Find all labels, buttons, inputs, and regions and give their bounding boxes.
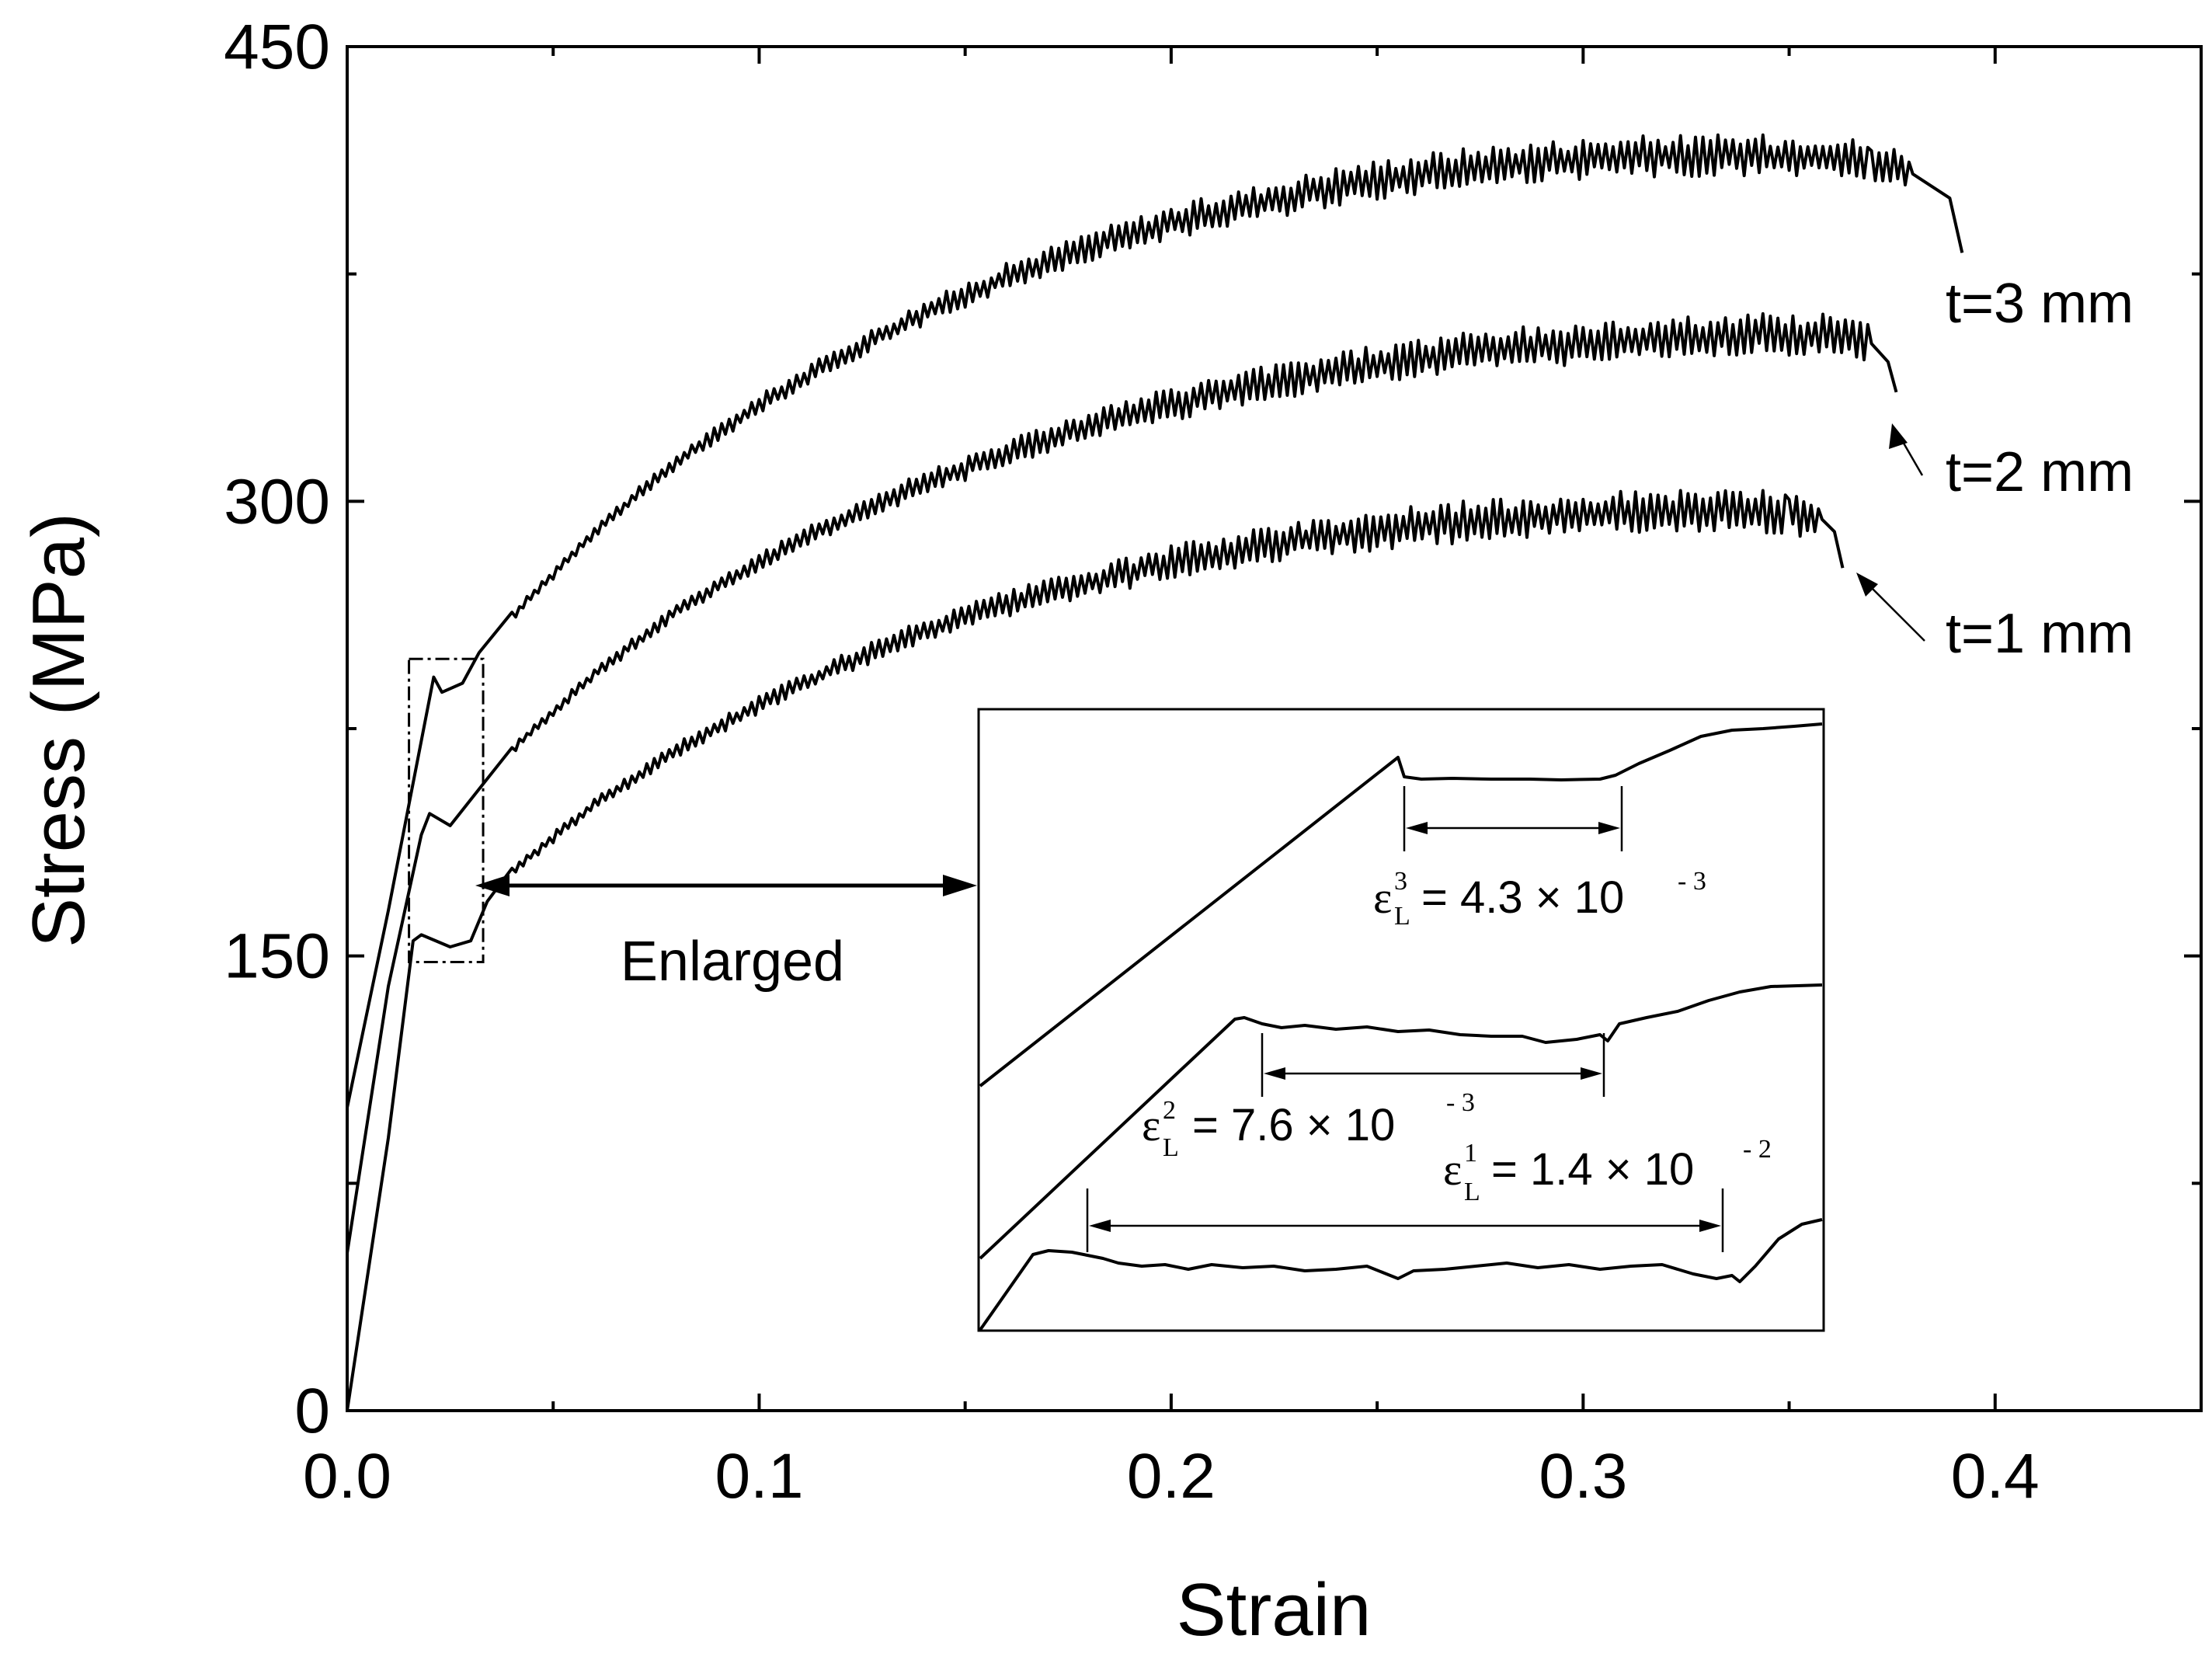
x-axis-title: Strain <box>1177 1568 1372 1651</box>
y-axis-title: Stress (MPa) <box>17 513 100 948</box>
svg-text:1: 1 <box>1464 1139 1477 1168</box>
svg-text:L: L <box>1464 1178 1480 1206</box>
curve-t2 <box>346 311 1898 1254</box>
svg-text:- 2: - 2 <box>1743 1135 1772 1164</box>
arrow-t1 <box>1856 572 1925 642</box>
enlarged-arrow <box>475 875 977 896</box>
svg-text:= 1.4 × 10: = 1.4 × 10 <box>1491 1144 1694 1195</box>
x-tick-label: 0.4 <box>1951 1441 2040 1512</box>
eps2-label: ε 2 L = 7.6 × 10 - 3 <box>1142 1088 1475 1162</box>
svg-text:- 3: - 3 <box>1678 867 1706 896</box>
enlarged-label: Enlarged <box>621 931 844 993</box>
y-tick-label: 450 <box>224 12 330 82</box>
eps3-label: ε 3 L = 4.3 × 10 - 3 <box>1373 867 1706 931</box>
svg-text:ε: ε <box>1443 1144 1462 1195</box>
svg-text:L: L <box>1394 902 1410 931</box>
x-tick-label: 0.1 <box>715 1441 803 1512</box>
svg-text:2: 2 <box>1163 1096 1176 1125</box>
inset-dimension-eps2 <box>1261 1033 1605 1097</box>
series-label-t2: t=2 mm <box>1946 441 2134 503</box>
svg-text:ε: ε <box>1373 872 1392 923</box>
y-tick-label: 300 <box>224 466 330 537</box>
inset-curve-t2 <box>979 983 1823 1260</box>
inset-curve-t1 <box>979 1218 1823 1331</box>
arrow-t2 <box>1889 423 1924 476</box>
y-axis-ticks: 0 150 300 450 <box>224 12 2201 1446</box>
x-tick-label: 0.2 <box>1127 1441 1216 1512</box>
y-tick-label: 0 <box>294 1376 330 1446</box>
curve-t1 <box>346 489 1845 1411</box>
curve-t3 <box>346 133 1964 1108</box>
series-group <box>346 133 1964 1411</box>
svg-text:= 7.6 × 10: = 7.6 × 10 <box>1192 1100 1395 1150</box>
y-tick-label: 150 <box>224 921 330 992</box>
inset-frame <box>977 708 1825 1332</box>
svg-text:- 3: - 3 <box>1446 1088 1475 1117</box>
inset-dimension-eps3 <box>1403 786 1623 851</box>
inset-curve-t3 <box>979 722 1823 1088</box>
x-tick-label: 0.3 <box>1539 1441 1627 1512</box>
enlarge-region-box <box>408 657 485 963</box>
svg-text:3: 3 <box>1394 867 1407 896</box>
inset-dimension-eps1 <box>1086 1188 1724 1252</box>
svg-text:ε: ε <box>1142 1100 1160 1150</box>
series-label-t1: t=1 mm <box>1946 603 2134 665</box>
eps1-label: ε 1 L = 1.4 × 10 - 2 <box>1443 1135 1772 1206</box>
x-axis-ticks: 0.0 0.1 0.2 0.3 0.4 <box>303 47 2040 1512</box>
svg-text:L: L <box>1163 1133 1179 1162</box>
inset-plot: ε 3 L = 4.3 × 10 - 3 ε 2 L = 7.6 × 10 - … <box>977 708 1825 1332</box>
series-label-t3: t=3 mm <box>1946 273 2134 335</box>
svg-text:= 4.3 × 10: = 4.3 × 10 <box>1421 872 1624 923</box>
x-tick-label: 0.0 <box>303 1441 391 1512</box>
